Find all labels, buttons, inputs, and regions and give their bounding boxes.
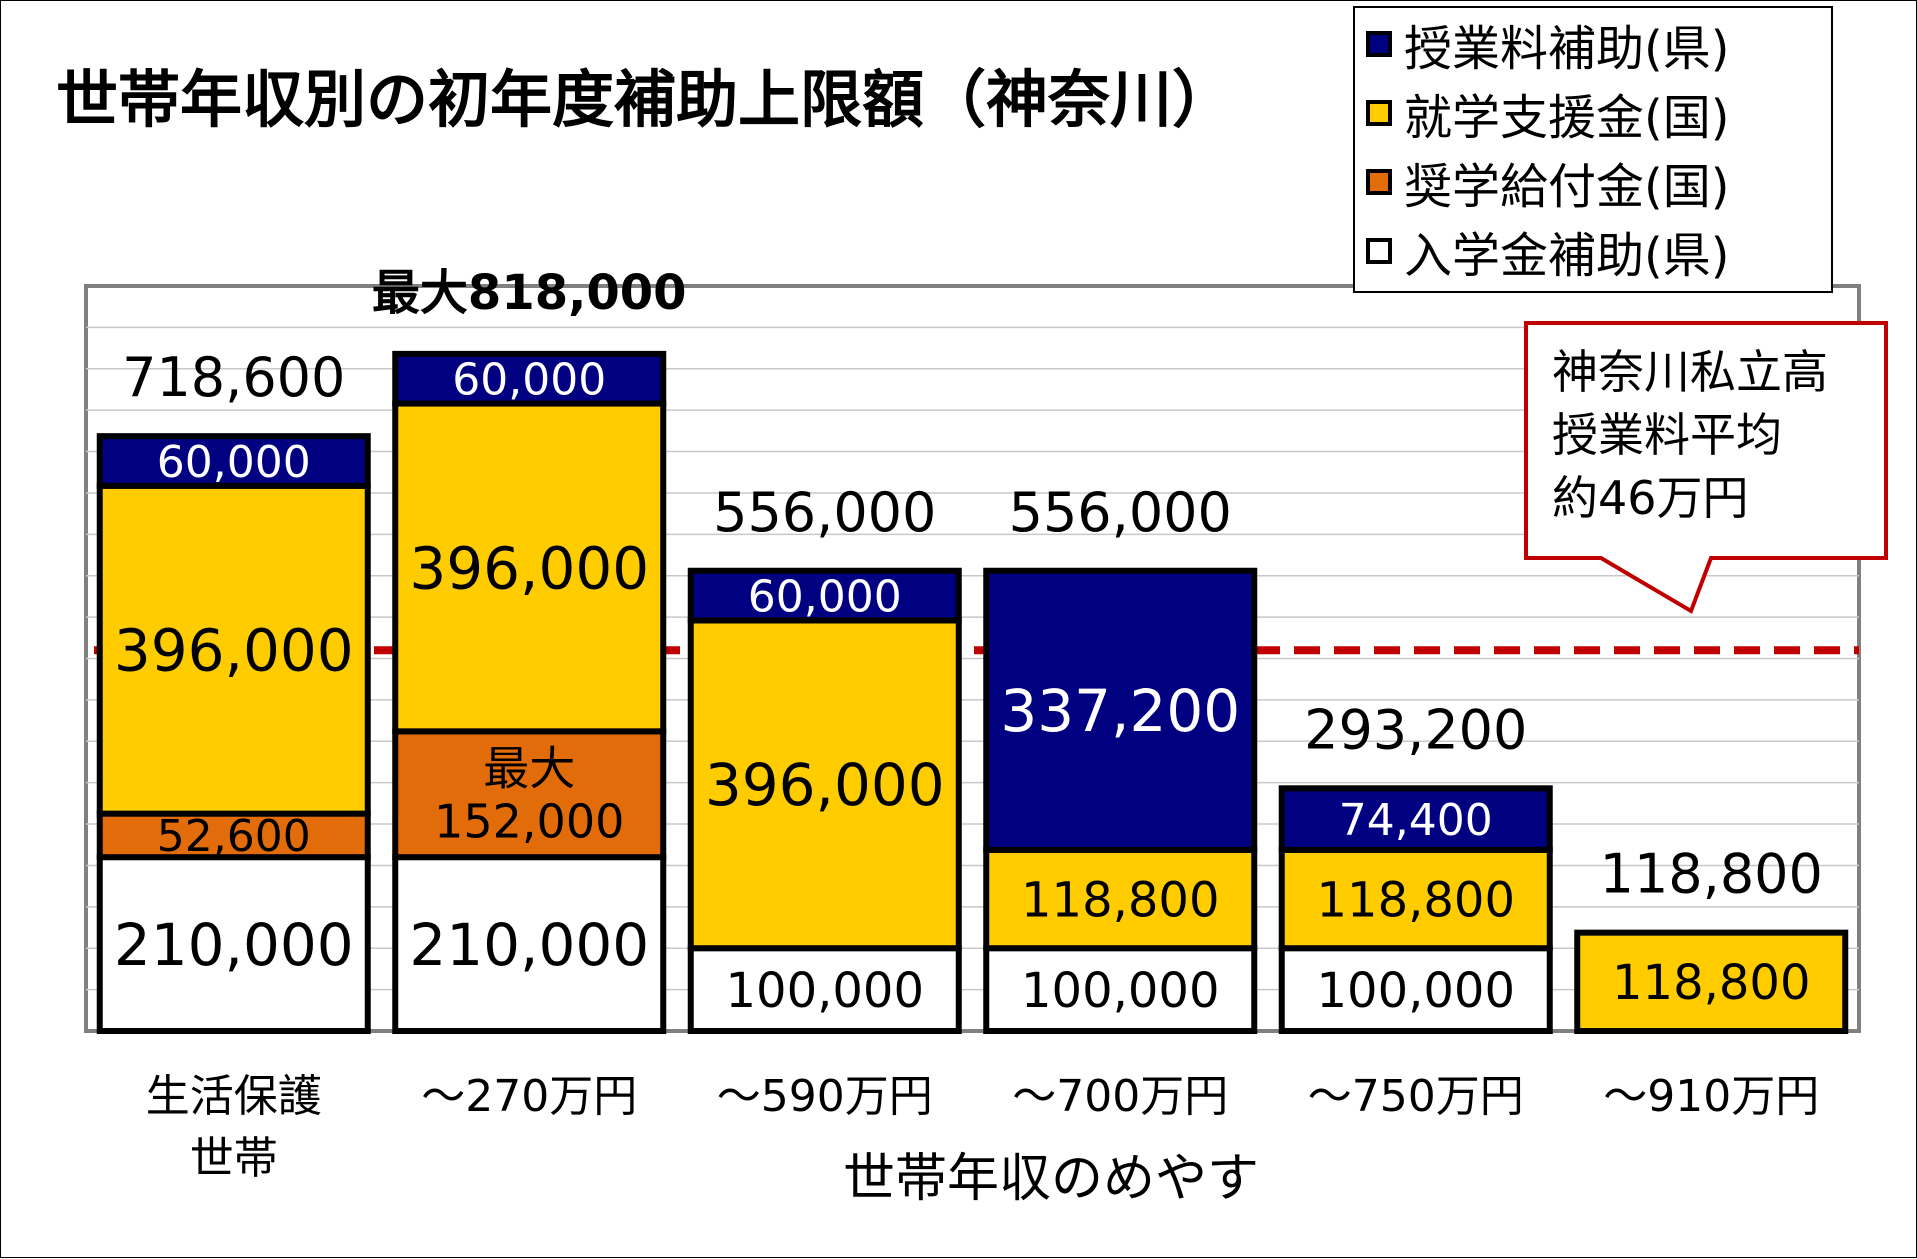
data-label: 396,000: [705, 751, 945, 819]
data-label-line: 118,800: [1317, 872, 1516, 928]
legend-swatch: [1366, 238, 1392, 264]
x-tick-label-line: ～590万円: [717, 1071, 933, 1122]
data-label-line: 74,400: [1339, 795, 1493, 846]
legend-entry: 就学支援金(国): [1404, 90, 1729, 146]
x-tick-labels: 生活保護世帯 ～270万円 ～590万円 ～700万円 ～750万円 ～910万円: [146, 1071, 1819, 1184]
x-tick-label: ～910万円: [1603, 1071, 1819, 1122]
x-axis-label: 世帯年収のめやす: [843, 1149, 1259, 1209]
data-label: 396,000: [409, 534, 649, 602]
data-label-line: 52,600: [157, 811, 311, 862]
data-label-line: 100,000: [1317, 963, 1516, 1019]
data-label: 52,600: [157, 811, 311, 862]
legend-swatch: [1366, 100, 1392, 126]
data-label: 396,000: [114, 617, 354, 685]
data-label: 210,000: [114, 911, 354, 979]
data-label: 100,000: [1317, 963, 1516, 1019]
total-label: 最大818,000: [372, 265, 687, 321]
x-tick-label: ～270万円: [421, 1071, 637, 1122]
data-label-line: 396,000: [409, 534, 649, 602]
legend-swatch: [1366, 31, 1392, 57]
data-label-line: 60,000: [157, 437, 311, 488]
bar-segment: [96, 482, 371, 817]
bar-segment: [392, 728, 667, 861]
x-tick-label-line: ～700万円: [1012, 1071, 1228, 1122]
callout-text-line: 約46万円: [1552, 471, 1749, 525]
x-tick-label-line: ～910万円: [1603, 1071, 1819, 1122]
bar-segment: [96, 854, 371, 1035]
x-tick-label: ～590万円: [717, 1071, 933, 1122]
data-label: 100,000: [726, 963, 925, 1019]
data-label-line: 100,000: [1021, 963, 1220, 1019]
x-tick-label: ～750万円: [1308, 1071, 1524, 1122]
data-label-line: 210,000: [114, 911, 354, 979]
x-tick-label: ～700万円: [1012, 1071, 1228, 1122]
total-label: 718,600: [122, 346, 345, 409]
data-label: 118,800: [1021, 872, 1220, 928]
data-label-line: 118,800: [1612, 955, 1811, 1011]
data-label: 60,000: [748, 571, 902, 622]
data-label: 118,800: [1612, 955, 1811, 1011]
legend-entry: 入学金補助(県): [1404, 228, 1729, 284]
data-label-line: 60,000: [748, 571, 902, 622]
bar-labels: 210,000 52,600 396,000 60,000 210,000 最大 152,0…: [114, 355, 1811, 1019]
bar-segment: [983, 567, 1258, 853]
total-label: 556,000: [1009, 481, 1232, 544]
x-tick-label-line: ～750万円: [1308, 1071, 1524, 1122]
bar-segment: [1278, 785, 1553, 853]
data-label-line: 100,000: [726, 963, 925, 1019]
data-label: 60,000: [452, 355, 606, 406]
bar-segment: [392, 400, 667, 735]
bar-segment: [1574, 929, 1849, 1034]
callout-box: [1524, 321, 1888, 614]
total-label: 293,200: [1304, 698, 1527, 761]
gridlines: [86, 326, 1859, 991]
data-label-line: 60,000: [452, 355, 606, 406]
x-tick-label-line: 世帯: [190, 1133, 278, 1184]
legend-entry: 奨学給付金(国): [1404, 159, 1729, 215]
data-label-line: 396,000: [705, 751, 945, 819]
x-tick-label-line: ～270万円: [421, 1071, 637, 1122]
data-label-line: 210,000: [409, 911, 649, 979]
data-label-line: 最大: [483, 741, 575, 795]
data-label-line: 337,200: [1000, 677, 1240, 745]
x-tick-label-line: 生活保護: [146, 1071, 322, 1122]
data-label: 74,400: [1339, 795, 1493, 846]
bar-segment: [96, 433, 371, 489]
bar-segment: [392, 350, 667, 407]
chart-title: 世帯年収別の初年度補助上限額（神奈川）: [56, 63, 1234, 136]
data-label: 337,200: [1000, 677, 1240, 745]
callout-text-line: 神奈川私立高: [1552, 345, 1828, 399]
data-label-line: 152,000: [434, 794, 624, 848]
data-label: 最大 152,000: [434, 741, 624, 848]
data-label-line: 396,000: [114, 617, 354, 685]
total-labels: 718,600 最大818,000 556,000 556,000 293,200 118…: [122, 265, 1823, 906]
callout-text-line: 授業料平均: [1552, 408, 1782, 462]
data-label: 100,000: [1021, 963, 1220, 1019]
bar-segment: [392, 854, 667, 1035]
data-label: 210,000: [409, 911, 649, 979]
data-label: 60,000: [157, 437, 311, 488]
total-label: 118,800: [1600, 843, 1823, 906]
legend-entry: 授業料補助(県): [1404, 21, 1729, 77]
legend-box: [1353, 6, 1833, 293]
bar-segment: [983, 945, 1258, 1035]
bar-segment: [1278, 945, 1553, 1035]
legend-swatch: [1366, 169, 1392, 195]
legend: 授業料補助(県) 就学支援金(国) 奨学給付金(国) 入学金補助(県): [1353, 6, 1833, 293]
data-label: 118,800: [1317, 872, 1516, 928]
data-label-line: 118,800: [1021, 872, 1220, 928]
x-tick-label: 生活保護世帯: [146, 1071, 322, 1184]
bar-segment: [687, 567, 962, 624]
total-label: 556,000: [713, 481, 936, 544]
bars: [96, 350, 1849, 1035]
